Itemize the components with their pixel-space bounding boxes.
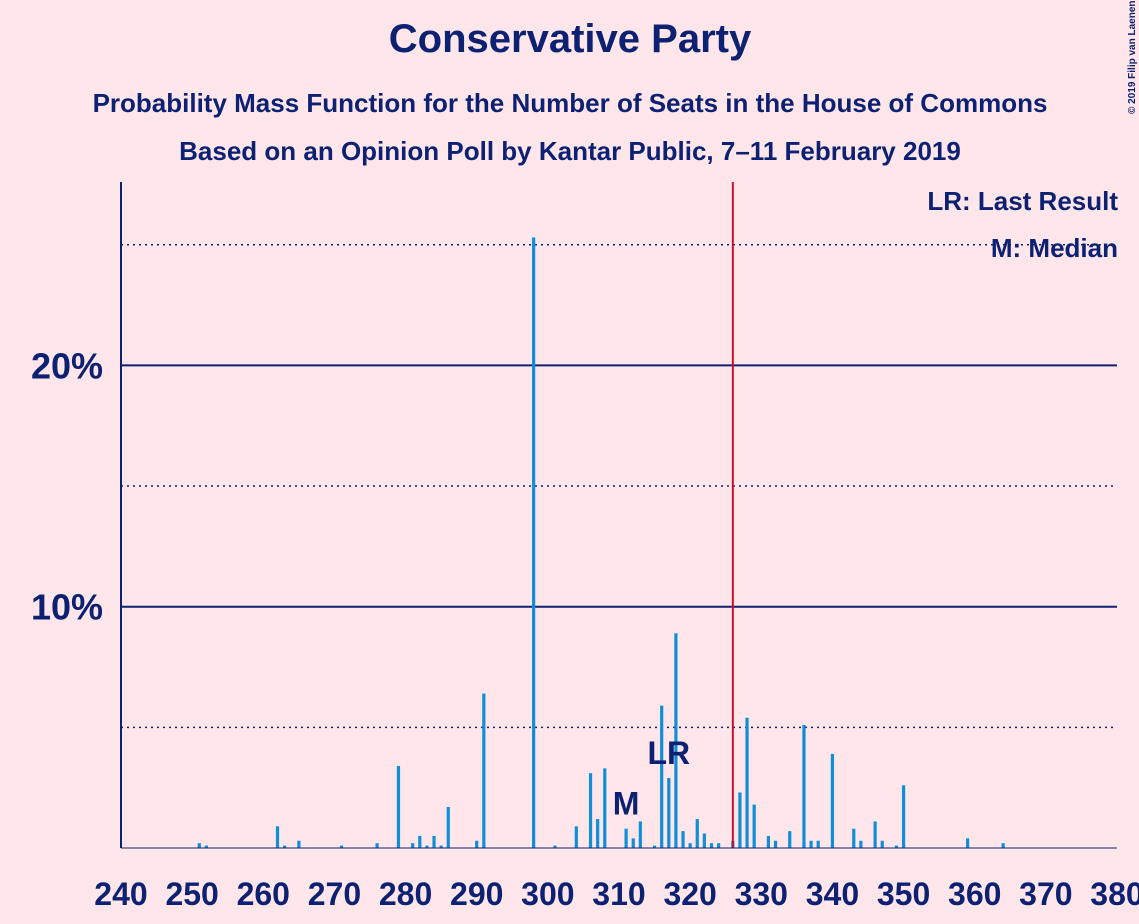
bar bbox=[439, 845, 443, 848]
bar bbox=[425, 845, 429, 848]
bar bbox=[339, 845, 344, 848]
y-tick-label: 20% bbox=[31, 345, 103, 386]
bar bbox=[197, 843, 201, 848]
x-tick-label: 340 bbox=[806, 876, 859, 912]
bar bbox=[603, 768, 607, 848]
x-tick-label: 270 bbox=[308, 876, 361, 912]
bar bbox=[631, 838, 635, 848]
bar bbox=[411, 843, 415, 848]
x-tick-label: 310 bbox=[592, 876, 645, 912]
x-tick-label: 330 bbox=[735, 876, 788, 912]
bar bbox=[702, 833, 706, 848]
bar bbox=[894, 845, 899, 848]
bar bbox=[717, 843, 721, 848]
x-tick-label: 350 bbox=[877, 876, 930, 912]
x-tick-label: 320 bbox=[663, 876, 716, 912]
bar bbox=[396, 765, 401, 848]
x-tick-label: 240 bbox=[94, 876, 147, 912]
bar bbox=[830, 753, 835, 848]
bar bbox=[901, 785, 906, 848]
bar bbox=[588, 773, 593, 848]
annotation: M bbox=[613, 786, 640, 822]
bar bbox=[788, 831, 792, 848]
bar bbox=[553, 845, 557, 848]
chart-subtitle: Probability Mass Function for the Number… bbox=[93, 88, 1048, 118]
bar bbox=[852, 828, 856, 848]
bar bbox=[802, 724, 806, 848]
x-tick-label: 300 bbox=[521, 876, 574, 912]
bar bbox=[816, 840, 820, 848]
bar bbox=[446, 806, 450, 848]
bar bbox=[809, 840, 813, 848]
bar bbox=[574, 826, 578, 848]
x-tick-label: 370 bbox=[1019, 876, 1072, 912]
chart-title: Conservative Party bbox=[389, 17, 752, 61]
bar bbox=[652, 845, 657, 848]
bar bbox=[667, 778, 671, 848]
bar bbox=[873, 821, 877, 848]
bar bbox=[766, 835, 770, 848]
bar bbox=[275, 826, 280, 848]
bar bbox=[773, 840, 778, 848]
bar bbox=[418, 835, 422, 848]
x-tick-label: 250 bbox=[165, 876, 218, 912]
x-tick-label: 380 bbox=[1090, 876, 1139, 912]
bar bbox=[638, 821, 642, 848]
bar bbox=[681, 831, 685, 848]
bar bbox=[709, 843, 714, 848]
y-tick-label: 10% bbox=[31, 587, 103, 628]
x-tick-label: 360 bbox=[948, 876, 1001, 912]
bar bbox=[596, 819, 600, 848]
legend-entry: LR: Last Result bbox=[927, 186, 1118, 216]
x-tick-label: 290 bbox=[450, 876, 503, 912]
bar bbox=[880, 840, 884, 848]
x-tick-label: 260 bbox=[237, 876, 290, 912]
bar bbox=[432, 835, 436, 848]
bar bbox=[297, 840, 301, 848]
bar bbox=[283, 845, 287, 848]
bar bbox=[966, 838, 970, 848]
bar bbox=[745, 717, 749, 848]
bar bbox=[674, 633, 678, 848]
bar bbox=[482, 693, 486, 848]
bar bbox=[752, 804, 756, 848]
bar bbox=[1001, 843, 1005, 848]
annotation: LR bbox=[647, 735, 690, 771]
bar bbox=[695, 819, 699, 848]
bar bbox=[688, 843, 692, 848]
bar bbox=[859, 840, 863, 848]
copyright: © 2019 Filip van Laenen bbox=[1127, 0, 1138, 114]
bar bbox=[738, 792, 742, 848]
x-tick-label: 280 bbox=[379, 876, 432, 912]
bar bbox=[624, 828, 628, 848]
bar bbox=[660, 705, 664, 848]
chart-subtitle: Based on an Opinion Poll by Kantar Publi… bbox=[179, 136, 961, 166]
legend-entry: M: Median bbox=[991, 233, 1118, 263]
bar bbox=[532, 237, 536, 848]
bar bbox=[375, 843, 379, 848]
bar bbox=[475, 840, 479, 848]
bar bbox=[204, 845, 208, 848]
